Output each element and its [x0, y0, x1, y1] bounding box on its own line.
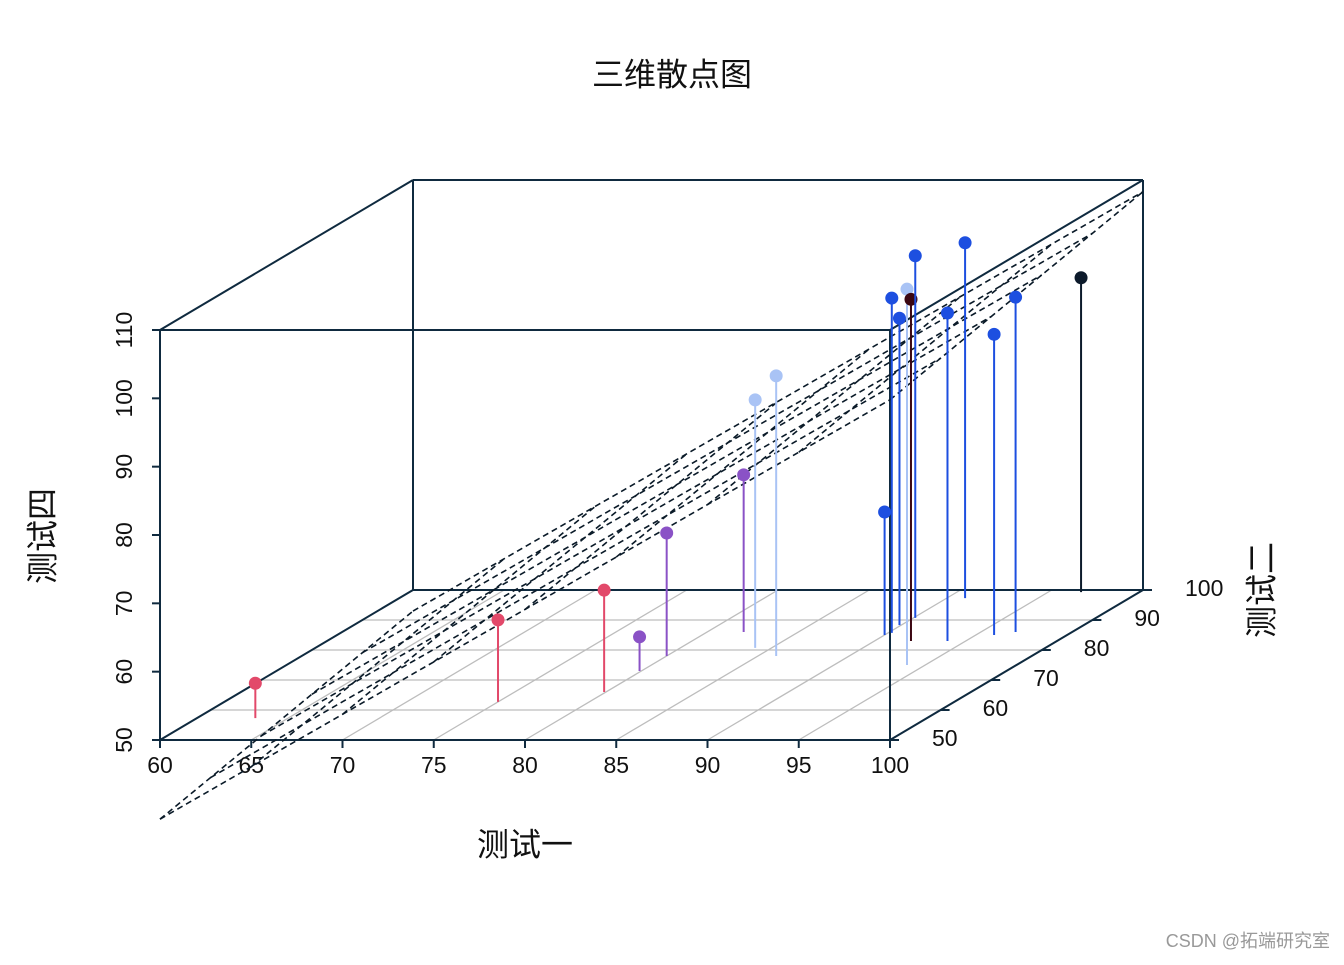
point: [737, 468, 751, 482]
y-tick-label: 60: [983, 695, 1009, 721]
point: [878, 505, 892, 519]
regression-plane: [798, 243, 1053, 453]
y-tick-label: 70: [1033, 665, 1059, 691]
regression-plane: [412, 191, 1144, 612]
point: [904, 292, 918, 306]
z-tick-label: 110: [111, 312, 137, 349]
point: [1009, 290, 1023, 304]
regression-plane: [311, 274, 1043, 696]
z-tick-label: 80: [111, 522, 137, 548]
regression-plane: [250, 558, 505, 768]
x-axis-label: 测试一: [477, 826, 573, 862]
y-tick-label: 100: [1185, 575, 1223, 601]
x-tick-label: 80: [512, 752, 538, 778]
z-tick-label: 70: [111, 591, 137, 617]
point: [597, 583, 611, 597]
regression-plane: [706, 295, 962, 506]
x-tick-label: 95: [786, 752, 812, 778]
point: [633, 630, 647, 644]
x-tick-label: 75: [421, 752, 447, 778]
point: [660, 526, 674, 540]
z-tick-label: 90: [111, 454, 137, 480]
grid-line: [342, 589, 596, 741]
chart-title: 三维散点图: [592, 56, 752, 92]
x-tick-label: 60: [147, 752, 173, 778]
point: [908, 249, 922, 263]
point: [885, 291, 899, 305]
y-tick-label: 50: [932, 725, 958, 751]
point: [491, 613, 505, 627]
x-tick-label: 70: [330, 752, 356, 778]
regression-plane: [524, 400, 779, 611]
regression-plane: [362, 232, 1093, 654]
y-tick-label: 90: [1134, 605, 1160, 631]
regression-plane: [159, 610, 414, 820]
point: [958, 236, 972, 250]
box-edge: [159, 589, 414, 741]
z-axis-label: 测试四: [24, 488, 60, 584]
point: [987, 327, 1001, 341]
y-tick-label: 80: [1084, 635, 1110, 661]
regression-plane: [615, 348, 870, 558]
x-tick-label: 90: [695, 752, 721, 778]
z-tick-label: 60: [111, 659, 137, 685]
point: [892, 311, 906, 325]
box-edge: [889, 589, 1144, 741]
regression-plane: [159, 399, 891, 820]
grid-line: [524, 589, 779, 741]
regression-plane: [341, 505, 597, 715]
grid-line: [433, 589, 688, 741]
point: [248, 676, 262, 690]
point: [1074, 271, 1088, 285]
point: [940, 306, 954, 320]
x-tick-label: 65: [238, 752, 264, 778]
regression-plane: [433, 453, 688, 663]
point: [769, 369, 783, 383]
grid-line: [798, 589, 1053, 741]
regression-plane: [210, 357, 941, 779]
box-edge: [889, 179, 1144, 331]
z-tick-label: 100: [111, 379, 137, 417]
y-axis-label: 测试二: [1243, 542, 1279, 638]
grid-line: [615, 589, 870, 741]
point: [900, 282, 914, 296]
watermark: CSDN @拓端研究室: [1166, 931, 1330, 951]
x-tick-label: 85: [603, 752, 629, 778]
box-edge: [159, 179, 414, 331]
regression-plane: [260, 315, 992, 737]
point: [748, 393, 762, 407]
z-tick-label: 50: [111, 727, 137, 753]
grid-line: [707, 589, 961, 741]
x-tick-label: 100: [871, 752, 909, 778]
